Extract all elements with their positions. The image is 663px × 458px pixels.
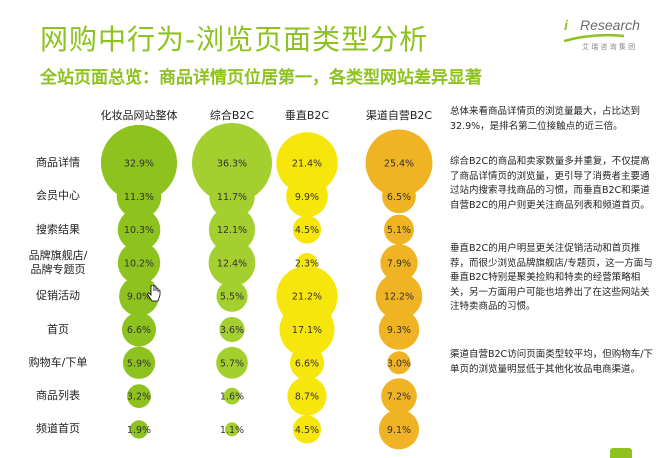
bubble-value-label: 12.1% [217, 225, 247, 236]
bubble-value-label: 25.4% [384, 159, 414, 170]
row-label: 搜索结果 [36, 222, 80, 236]
bubble-value-label: 9.0% [127, 292, 151, 303]
column-header: 化妆品网站整体 [100, 109, 178, 122]
bubble-value-label: 3.6% [220, 325, 244, 336]
row-label: 首页 [47, 322, 69, 336]
bubble-value-label: 4.5% [295, 225, 319, 236]
bubble [378, 409, 420, 450]
bubble [292, 415, 322, 444]
bubble-value-label: 21.2% [292, 292, 322, 303]
note-2: 综合B2C的商品和卖家数量多并重复，不仅提高了商品详情页的浏览量，更引导了消费者… [450, 156, 650, 211]
bubble [384, 214, 414, 245]
row-label: 商品列表 [36, 389, 80, 403]
logo-prefix: i [564, 17, 568, 33]
bubble [122, 346, 156, 379]
bubble [287, 376, 327, 416]
bubble [375, 273, 423, 320]
bubble [192, 123, 272, 203]
bubble [216, 280, 248, 312]
bubble-value-label: 3.0% [387, 358, 411, 369]
bubble-value-label: 17.1% [292, 325, 322, 336]
bubble-value-label: 1.9% [127, 425, 151, 436]
bubble-value-label: 7.2% [387, 392, 411, 403]
row-label: 购物车/下单 [28, 355, 88, 369]
page-subtitle: 全站页面总览：商品详情页位居第一，各类型网站差异显著 [40, 68, 482, 88]
row-label: 商品详情 [36, 156, 80, 169]
bubble-value-label: 10.3% [124, 225, 154, 236]
row-label: 促销活动 [36, 289, 80, 303]
bubble-value-label: 3.2% [127, 392, 151, 403]
bubble [208, 239, 256, 287]
hand-cursor-icon [147, 285, 161, 302]
bubble [117, 208, 161, 251]
bubble [208, 206, 256, 253]
bubble-value-label: 11.3% [124, 192, 154, 203]
row-label: 品牌旗舰店/品牌专题页 [28, 248, 88, 276]
bubble-value-label: 1.6% [220, 392, 244, 403]
bubble-value-label: 5.7% [220, 358, 244, 369]
bubble [387, 351, 411, 375]
bubble-value-label: 12.4% [217, 258, 247, 269]
note-1: 总体来看商品详情页的浏览量最大，占比达到32.9%，是排名第二位接触点的近三倍。 [450, 106, 641, 132]
column-header: 综合B2C [209, 109, 255, 122]
bubble-value-label: 6.6% [295, 358, 319, 369]
bubble [225, 422, 239, 437]
bubble [380, 244, 418, 282]
bubble-value-label: 10.2% [124, 258, 154, 269]
bubble-value-label: 32.9% [124, 159, 154, 170]
logo-brand: Research [580, 17, 640, 33]
bubble [276, 132, 338, 194]
bubble [223, 387, 241, 405]
bubble [296, 252, 318, 273]
bubble-chart: 36.3% 32.9% 25.4% 21.4% 21.2% 17.1% 12.4% 12.2%… [100, 123, 433, 450]
bubble-value-label: 9.3% [387, 325, 411, 336]
bubble-value-label: 8.7% [295, 392, 319, 403]
bubble [121, 312, 157, 347]
bubble-value-label: 11.7% [217, 192, 247, 203]
bubble [381, 378, 417, 414]
bubble [216, 346, 248, 379]
bubble-value-label: 5.9% [127, 358, 151, 369]
bubble-value-label: 5.1% [387, 225, 411, 236]
logo-tagline: 艾 瑞 咨 询 集 团 [582, 43, 636, 51]
bubble [116, 173, 162, 219]
bubble-value-label: 6.5% [387, 192, 411, 203]
bubble-value-label: 4.5% [295, 425, 319, 436]
logo-swoosh-icon [563, 33, 625, 43]
iresearch-logo: i Research 艾 瑞 咨 询 集 团 [558, 17, 640, 57]
bubble [129, 420, 149, 439]
bubble [279, 302, 335, 357]
bubble [382, 179, 416, 214]
bubble-value-label: 9.9% [295, 192, 319, 203]
bubble [289, 345, 325, 380]
bubble [378, 309, 420, 350]
bubble [209, 173, 255, 220]
note-3: 垂直B2C的用户明显更关注促销活动和首页推荐，而很少浏览品牌旗舰店/专题页，这一… [450, 243, 653, 313]
bubble [119, 276, 159, 317]
bubble-value-label: 21.4% [292, 159, 322, 170]
row-label: 频道首页 [36, 422, 80, 436]
bubble-value-label: 12.2% [384, 292, 414, 303]
bubble-value-label: 6.6% [127, 325, 151, 336]
column-header: 渠道自营B2C [365, 109, 433, 122]
bubble [117, 241, 161, 285]
bubble [365, 129, 433, 197]
bubble-value-label: 36.3% [217, 159, 247, 170]
bubble-value-label: 7.9% [387, 258, 411, 269]
bubble [100, 124, 178, 202]
bubble [292, 215, 322, 244]
bubble-value-label: 5.5% [220, 292, 244, 303]
page-title: 网购中行为-浏览页面类型分析 [40, 23, 429, 56]
row-label: 会员中心 [36, 189, 80, 203]
bubble-value-label: 2.3% [295, 258, 319, 269]
bubble-value-label: 1.1% [220, 425, 244, 436]
bubble [219, 316, 245, 343]
page-tab [610, 448, 632, 458]
column-header: 垂直B2C [284, 109, 330, 122]
bubble-value-label: 9.1% [387, 425, 411, 436]
note-4: 渠道自营B2C访问页面类型较平均，但购物车/下单页的浏览量明显低于其他化妆品电商… [450, 349, 653, 375]
bubble [286, 175, 328, 218]
bubble [127, 384, 151, 408]
